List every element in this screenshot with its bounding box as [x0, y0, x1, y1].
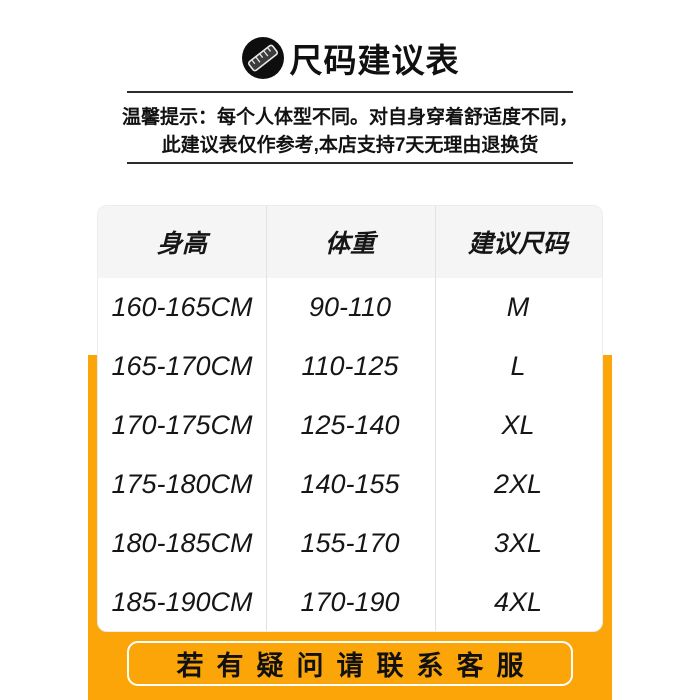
weight-cell: 170-190 [300, 587, 400, 617]
size-cell: M [506, 292, 530, 322]
weight-cell: 155-170 [300, 528, 400, 558]
height-cell: 165-170CM [111, 351, 253, 381]
column-divider-1 [266, 206, 267, 631]
divider-bottom [127, 162, 573, 164]
contact-service-button[interactable]: 若有疑问请联系客服 [127, 641, 573, 686]
table-row: 170-175CM 125-140 XL [98, 396, 602, 455]
table-row: 185-190CM 170-190 4XL [98, 573, 602, 631]
column-header-weight: 体重 [324, 230, 375, 258]
table-row: 175-180CM 140-155 2XL [98, 455, 602, 514]
weight-cell: 125-140 [300, 410, 400, 440]
column-header-height: 身高 [156, 230, 207, 258]
table-row: 165-170CM 110-125 L [98, 337, 602, 396]
height-cell: 160-165CM [111, 292, 253, 322]
height-cell: 170-175CM [111, 410, 253, 440]
height-cell: 180-185CM [111, 528, 253, 558]
page-title-row: 尺码建议表 [0, 34, 700, 82]
weight-cell: 110-125 [301, 351, 399, 381]
height-cell: 185-190CM [111, 587, 253, 617]
contact-service-label: 若有疑问请联系客服 [176, 651, 537, 681]
divider-top [127, 91, 573, 93]
weight-cell: 90-110 [308, 292, 392, 322]
size-cell: 2XL [493, 469, 543, 499]
size-cell: 3XL [493, 528, 543, 558]
weight-cell: 140-155 [300, 469, 400, 499]
notice-line-2: 此建议表仅作参考,本店支持7天无理由退换货 [161, 135, 539, 156]
size-cell: 4XL [493, 587, 543, 617]
table-row: 180-185CM 155-170 3XL [98, 514, 602, 573]
size-cell: XL [501, 410, 535, 440]
column-header-size: 建议尺码 [467, 230, 568, 258]
column-divider-2 [435, 206, 436, 631]
page-title: 尺码建议表 [289, 42, 460, 79]
notice-line-1: 温馨提示：每个人体型不同。对自身穿着舒适度不同， [121, 107, 578, 128]
ruler-icon [241, 37, 284, 79]
table-header-row: 身高 体重 建议尺码 [98, 206, 602, 278]
height-cell: 175-180CM [111, 469, 253, 499]
table-row: 160-165CM 90-110 M [98, 278, 602, 337]
notice-text: 温馨提示：每个人体型不同。对自身穿着舒适度不同， 此建议表仅作参考,本店支持7天… [0, 104, 700, 160]
size-table-card: 身高 体重 建议尺码 160-165CM 90-110 M 165-170CM … [97, 205, 603, 632]
size-cell: L [510, 351, 526, 381]
